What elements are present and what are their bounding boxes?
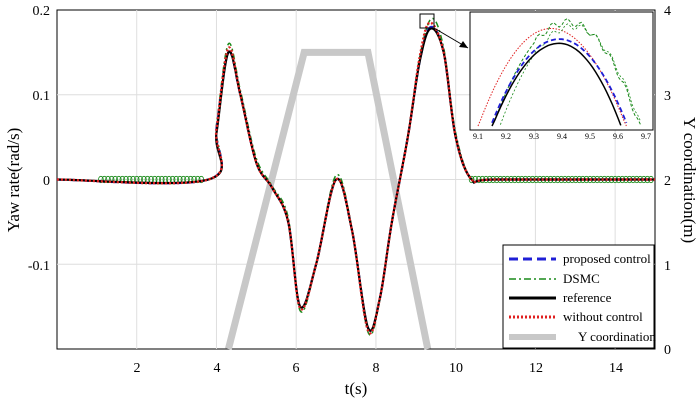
x-tick-label: 6 <box>293 361 300 376</box>
zoom-region-marker <box>419 13 435 29</box>
inset-line-dsmc-offset <box>500 23 641 125</box>
series-layer <box>56 17 655 350</box>
inset-x-tick-label: 9.4 <box>557 132 567 141</box>
inset-x-tick-label: 9.1 <box>473 132 483 141</box>
inset: 9.1 9.2 9.3 9.4 9.5 9.6 9.7 <box>469 11 654 141</box>
y2-tick-label: 2 <box>664 174 671 189</box>
legend-label: without control <box>563 309 643 324</box>
legend-label: DSMC <box>563 271 600 286</box>
inset-line-proposed <box>491 38 628 124</box>
inset-x-tick-label: 9.5 <box>585 132 595 141</box>
y2-tick-labels: 4 3 2 1 0 <box>664 4 671 358</box>
dsmc-chatter-marker <box>101 175 108 184</box>
y2-axis-title: Y coordination(m) <box>680 117 699 243</box>
legend-label: Y coordination <box>578 329 656 344</box>
x-tick-labels: 2 4 6 8 10 12 14 <box>134 361 624 376</box>
series-line-y-coordination <box>225 48 432 350</box>
inset-tick-labels: 9.1 9.2 9.3 9.4 9.5 9.6 9.7 <box>473 132 651 141</box>
x-axis-title: t(s) <box>345 379 368 398</box>
dsmc-chatter-marker <box>468 175 475 184</box>
x-tick-label: 12 <box>529 361 543 376</box>
x-tick-label: 8 <box>373 361 380 376</box>
series-line-without <box>56 21 655 335</box>
inset-x-tick-label: 9.6 <box>613 132 623 141</box>
legend: proposed control DSMC reference without … <box>502 244 656 349</box>
legend-label: proposed control <box>563 251 651 266</box>
y-tick-label: 0 <box>43 174 50 189</box>
x-tick-label: 4 <box>214 361 221 376</box>
inset-line-reference <box>491 42 622 127</box>
y2-tick-label: 3 <box>664 89 671 104</box>
inset-x-tick-label: 9.2 <box>501 132 511 141</box>
inset-line-without-control <box>477 27 627 127</box>
x-tick-label: 2 <box>134 361 141 376</box>
y-tick-label: 0.1 <box>33 89 51 104</box>
y-tick-label: -0.1 <box>28 259 50 274</box>
y-tick-label: 0.2 <box>33 4 51 19</box>
inset-frame <box>469 11 654 131</box>
y2-tick-label: 1 <box>664 259 671 274</box>
y2-tick-label: 4 <box>664 4 671 19</box>
y2-tick-label: 0 <box>664 343 671 358</box>
zoom-arrow-head <box>459 41 468 48</box>
y-axis-title: Yaw rate(rad/s) <box>4 128 23 233</box>
inset-x-tick-label: 9.3 <box>529 132 539 141</box>
inset-x-tick-label: 9.7 <box>641 132 651 141</box>
dsmc-chatter-marker <box>105 175 111 184</box>
x-tick-label: 10 <box>449 361 463 376</box>
legend-label: reference <box>563 290 612 305</box>
y-tick-labels: 0.2 0.1 0 -0.1 <box>28 4 50 274</box>
x-tick-label: 14 <box>609 361 623 376</box>
inset-series-layer <box>477 17 641 127</box>
dsmc-chatter-marker <box>98 175 104 184</box>
